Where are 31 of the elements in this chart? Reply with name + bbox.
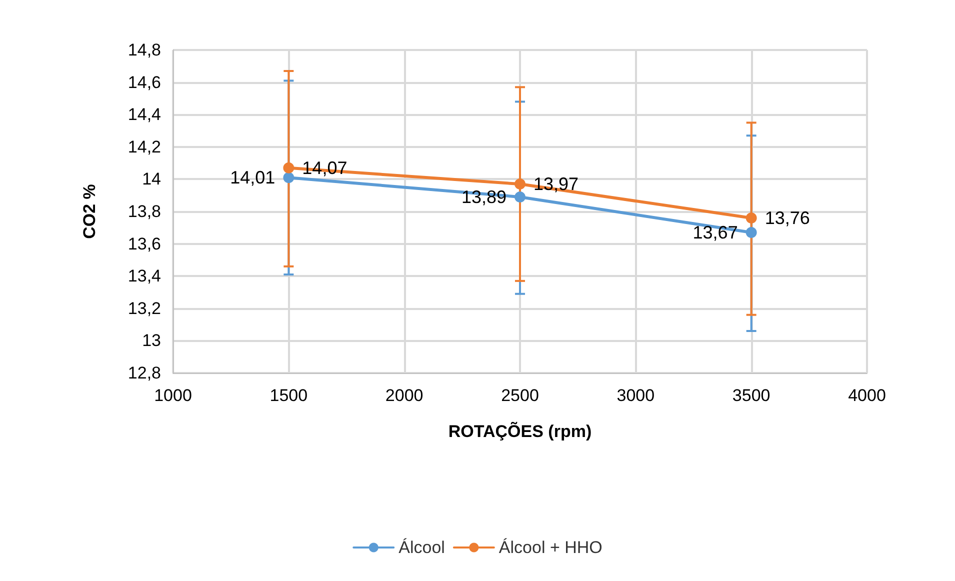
point bbox=[746, 212, 757, 224]
x-tick-label: 3000 bbox=[616, 386, 655, 405]
y-tick-label: 13,4 bbox=[128, 266, 161, 286]
x-tick-label: 2000 bbox=[385, 386, 424, 405]
x-tick-label: 4000 bbox=[848, 386, 886, 405]
legend-label: Álcool + HHO bbox=[498, 538, 602, 557]
y-tick-label: 13 bbox=[142, 331, 161, 350]
y-tick-label: 13,6 bbox=[128, 234, 161, 254]
y-tick-label: 14,6 bbox=[128, 72, 161, 92]
x-tick-label: 1000 bbox=[154, 386, 192, 405]
y-tick-label: 13,8 bbox=[128, 202, 161, 221]
y-tick-label: 12,8 bbox=[128, 364, 161, 382]
y-tick-label: 14,4 bbox=[128, 105, 161, 124]
x-tick-label: 2500 bbox=[501, 386, 539, 405]
y-tick-label: 14,8 bbox=[128, 40, 161, 60]
point bbox=[283, 172, 294, 184]
x-axis-title: ROTAÇÕES (rpm) bbox=[448, 421, 592, 441]
data-label: 13,76 bbox=[764, 208, 810, 228]
x-tick-label: 3500 bbox=[732, 386, 770, 405]
point bbox=[514, 191, 526, 202]
legend-label: Álcool bbox=[398, 538, 445, 557]
point bbox=[283, 162, 294, 174]
y-tick-label: 14 bbox=[142, 170, 161, 189]
y-tick-label: 14,2 bbox=[128, 137, 161, 156]
data-label: 13,67 bbox=[692, 222, 738, 242]
y-tick-label: 13,2 bbox=[128, 298, 161, 318]
y-axis-title: CO2 % bbox=[80, 184, 99, 239]
x-tick-label: 1500 bbox=[270, 386, 308, 405]
data-label: 14,01 bbox=[230, 168, 276, 188]
point bbox=[514, 178, 526, 190]
point bbox=[746, 227, 757, 238]
